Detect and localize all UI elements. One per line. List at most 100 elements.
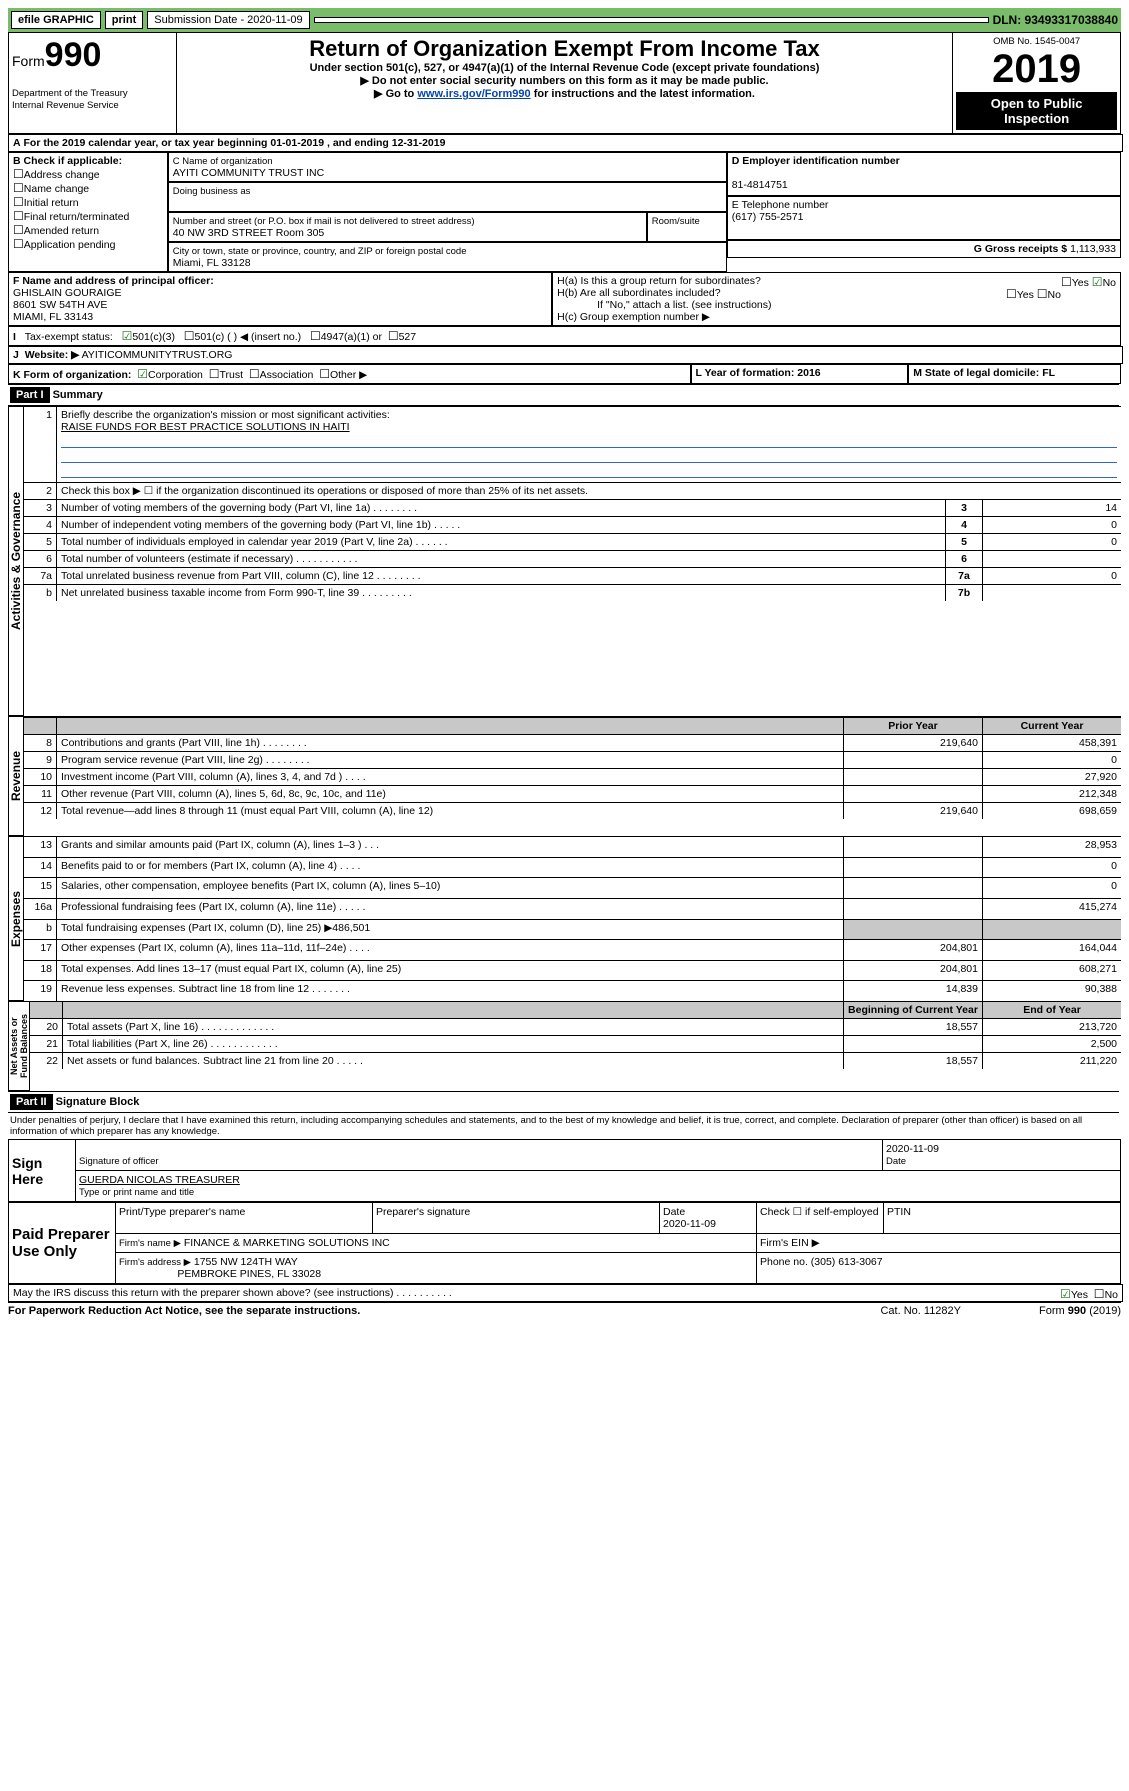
val-prior: 14,839 [844,981,983,1001]
box-b: B Check if applicable: Address change Na… [8,152,168,272]
prep-sig-hdr: Preparer's signature [373,1203,660,1234]
dln: DLN: 93493317038840 [993,13,1118,27]
cat-no: Cat. No. 11282Y [880,1305,961,1317]
chk-other[interactable]: Other ▶ [319,369,367,381]
val-prior [844,769,983,786]
website: AYITICOMMUNITYTRUST.ORG [79,349,232,361]
val-curr [983,919,1122,940]
chk-527[interactable]: 527 [388,331,416,343]
mission: RAISE FUNDS FOR BEST PRACTICE SOLUTIONS … [61,421,350,433]
city-state-zip: Miami, FL 33128 [173,257,251,269]
firm-addr: 1755 NW 124TH WAY [194,1256,298,1268]
hb-no[interactable]: No [1037,289,1061,301]
form-footer: Form 990 (2019) [961,1305,1121,1317]
ein-label: D Employer identification number [732,155,900,167]
val-curr: 2,500 [983,1036,1122,1053]
q1: Briefly describe the organization's miss… [61,409,390,421]
val-prior [844,878,983,899]
subtitle-3: ▶ Go to www.irs.gov/Form990 for instruct… [180,87,950,100]
val-prior: 204,801 [844,960,983,981]
chk-4947[interactable]: 4947(a)(1) or [310,331,382,343]
chk-assoc[interactable]: Association [249,369,313,381]
chk-501c[interactable]: 501(c) ( ) ◀ (insert no.) [184,331,301,343]
print-button[interactable]: print [105,11,143,29]
val-prior: 219,640 [844,803,983,820]
val-curr: 211,220 [983,1053,1122,1070]
prior-year-hdr: Prior Year [844,717,983,734]
gross-label: G Gross receipts $ [974,243,1070,255]
org-name-label: C Name of organization [173,156,273,167]
val-curr: 164,044 [983,940,1122,961]
paid-preparer: Paid Preparer Use Only [9,1203,116,1284]
line-l: L Year of formation: 2016 [691,364,909,384]
val-curr: 27,920 [983,769,1122,786]
val: 0 [983,517,1122,534]
title-cell: Return of Organization Exempt From Incom… [176,33,953,134]
submission-date: Submission Date - 2020-11-09 [147,11,309,29]
val-prior [844,857,983,878]
form-title: Return of Organization Exempt From Incom… [180,36,950,62]
phone: (617) 755-2571 [732,211,804,223]
firm-phone: Phone no. (305) 613-3067 [757,1253,1121,1284]
chk-final[interactable]: Final return/terminated [13,211,129,223]
val-prior [844,786,983,803]
val-prior [844,919,983,940]
val-curr: 698,659 [983,803,1122,820]
prep-name-hdr: Print/Type preparer's name [116,1203,373,1234]
val: 0 [983,534,1122,551]
val-curr: 212,348 [983,786,1122,803]
chk-address[interactable]: Address change [13,169,100,181]
val-prior: 18,557 [844,1053,983,1070]
discuss-yes[interactable]: Yes [1060,1289,1088,1301]
irs-link[interactable]: www.irs.gov/Form990 [417,88,530,100]
street-address: 40 NW 3RD STREET Room 305 [173,227,325,239]
org-name: AYITI COMMUNITY TRUST INC [173,167,324,179]
val-prior: 204,801 [844,940,983,961]
chk-name[interactable]: Name change [13,183,89,195]
line-i: I Tax-exempt status: 501(c)(3) 501(c) ( … [8,326,1121,346]
chk-amended[interactable]: Amended return [13,225,99,237]
year-cell: OMB No. 1545-0047 2019 Open to Public In… [953,33,1121,134]
gross-receipts: 1,113,933 [1070,243,1116,255]
vlabel-revenue: Revenue [8,716,24,836]
dept: Department of the Treasury Internal Reve… [12,88,128,111]
line-a: A For the 2019 calendar year, or tax yea… [8,134,1123,152]
val-prior [844,898,983,919]
chk-pending[interactable]: Application pending [13,239,115,251]
line-k: K Form of organization: Corporation Trus… [8,364,691,384]
val: 0 [983,568,1122,585]
val-curr: 0 [983,878,1122,899]
val [983,585,1122,602]
val: 14 [983,500,1122,517]
declaration: Under penalties of perjury, I declare th… [8,1113,1119,1139]
ein: 81-4814751 [732,179,788,191]
val [983,551,1122,568]
chk-trust[interactable]: Trust [209,369,243,381]
chk-initial[interactable]: Initial return [13,197,79,209]
chk-corp[interactable]: Corporation [137,369,203,381]
firm-name: FINANCE & MARKETING SOLUTIONS INC [184,1237,390,1249]
city-label: City or town, state or province, country… [173,246,467,257]
box-h: H(a) Is this a group return for subordin… [552,272,1121,326]
ha-no[interactable]: No [1092,277,1116,289]
firm-ein: Firm's EIN ▶ [757,1234,1121,1253]
self-emp: Check ☐ if self-employed [757,1203,884,1234]
dba-label: Doing business as [173,186,251,197]
phone-label: E Telephone number [732,199,829,211]
val-curr: 90,388 [983,981,1122,1001]
hb-yes[interactable]: Yes [1006,289,1034,301]
discuss-no[interactable]: No [1094,1289,1118,1301]
val-curr: 28,953 [983,837,1122,858]
vlabel-governance: Activities & Governance [8,406,24,716]
efile-badge: efile GRAPHIC [11,11,101,29]
sig-label: Signature of officer [79,1156,159,1167]
line-j: J Website: ▶ AYITICOMMUNITYTRUST.ORG [8,346,1123,364]
omb: OMB No. 1545-0047 [956,36,1117,47]
sign-here: Sign Here [9,1140,76,1202]
ha-yes[interactable]: Yes [1061,277,1089,289]
bcy-hdr: Beginning of Current Year [844,1002,983,1019]
chk-501c3[interactable]: 501(c)(3) [122,331,175,343]
val-curr: 0 [983,752,1122,769]
q2: Check this box ▶ ☐ if the organization d… [57,483,1122,500]
subtitle-1: Under section 501(c), 527, or 4947(a)(1)… [180,62,950,74]
